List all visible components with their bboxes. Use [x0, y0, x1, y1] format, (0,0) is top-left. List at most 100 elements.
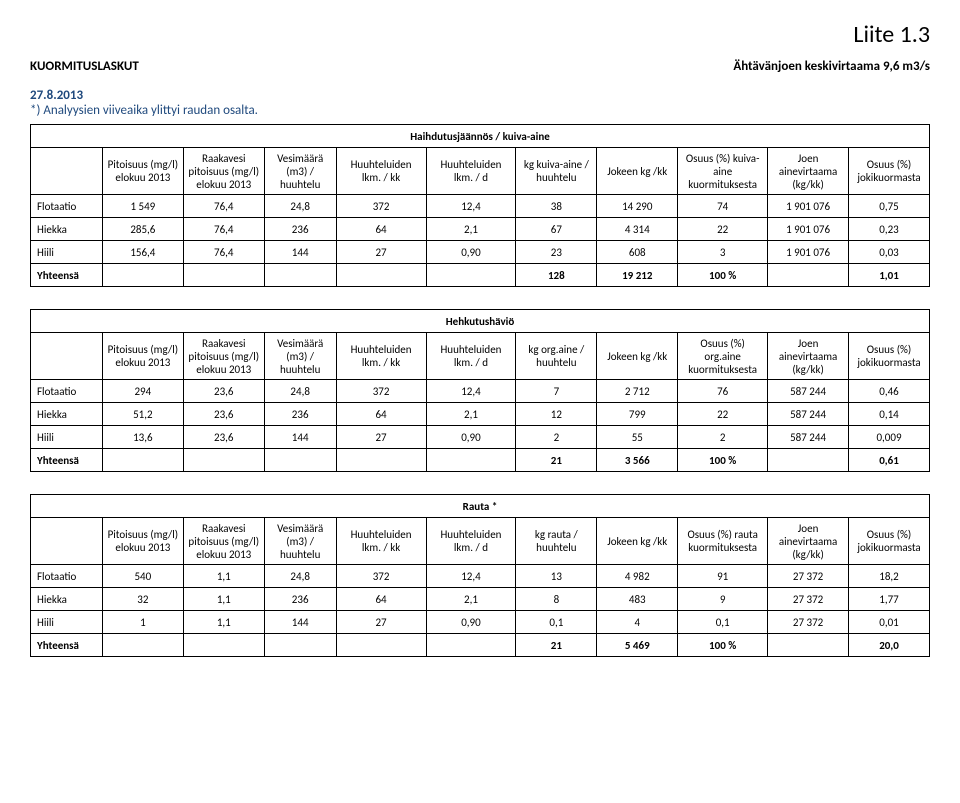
sum-cell: 100 % [678, 449, 768, 472]
cell: 0,03 [849, 241, 930, 264]
cell: 91 [678, 565, 768, 588]
cell: 12,4 [426, 380, 516, 403]
column-header: kg kuiva-aine / huuhtelu [516, 148, 597, 195]
cell: 540 [102, 565, 183, 588]
tables-container: Haihdutusjäännös / kuiva-ainePitoisuus (… [30, 124, 930, 657]
cell: 55 [597, 426, 678, 449]
cell: 27 372 [768, 588, 849, 611]
sum-label: Yhteensä [31, 449, 103, 472]
sum-cell [336, 264, 426, 287]
column-header: Osuus (%) rauta kuormituksesta [678, 518, 768, 565]
cell: 24,8 [264, 380, 336, 403]
cell: 27 [336, 426, 426, 449]
column-header: Joen ainevirtaama (kg/kk) [768, 518, 849, 565]
row-label: Hiili [31, 426, 103, 449]
cell: 1 901 076 [768, 218, 849, 241]
column-header: Joen ainevirtaama (kg/kk) [768, 333, 849, 380]
column-header: Huuhteluiden lkm. / kk [336, 333, 426, 380]
cell: 2 [516, 426, 597, 449]
cell: 13 [516, 565, 597, 588]
sum-cell: 21 [516, 634, 597, 657]
cell: 608 [597, 241, 678, 264]
cell: 372 [336, 195, 426, 218]
column-header: kg org.aine / huuhtelu [516, 333, 597, 380]
cell: 1,1 [183, 611, 264, 634]
note-line: *) Analyysien viiveaika ylittyi raudan o… [30, 103, 930, 118]
cell: 4 982 [597, 565, 678, 588]
table-row: Flotaatio1 54976,424,837212,43814 290741… [31, 195, 930, 218]
column-header: Pitoisuus (mg/l) elokuu 2013 [102, 148, 183, 195]
column-header: Jokeen kg /kk [597, 518, 678, 565]
sum-cell [768, 449, 849, 472]
cell: 23,6 [183, 380, 264, 403]
title-right: Ähtävänjoen keskivirtaama 9,6 m3/s [733, 59, 930, 74]
sum-cell [183, 449, 264, 472]
cell: 0,1 [678, 611, 768, 634]
cell: 1,77 [849, 588, 930, 611]
data-table: HehkutushäviöPitoisuus (mg/l) elokuu 201… [30, 309, 930, 472]
sum-cell: 128 [516, 264, 597, 287]
attachment-number: Liite 1.3 [30, 20, 930, 49]
sum-cell [768, 634, 849, 657]
header-row: KUORMITUSLASKUT Ähtävänjoen keskivirtaam… [30, 59, 930, 74]
title-left: KUORMITUSLASKUT [30, 59, 139, 74]
cell: 13,6 [102, 426, 183, 449]
column-header: Huuhteluiden lkm. / d [426, 148, 516, 195]
sum-label: Yhteensä [31, 264, 103, 287]
column-header: Huuhteluiden lkm. / d [426, 518, 516, 565]
cell: 372 [336, 380, 426, 403]
sum-cell [183, 634, 264, 657]
cell: 76 [678, 380, 768, 403]
cell: 587 244 [768, 380, 849, 403]
cell: 76,4 [183, 241, 264, 264]
cell: 12 [516, 403, 597, 426]
cell: 76,4 [183, 195, 264, 218]
data-table: Haihdutusjäännös / kuiva-ainePitoisuus (… [30, 124, 930, 287]
table-row: Hiekka285,676,4236642,1674 314221 901 07… [31, 218, 930, 241]
cell: 799 [597, 403, 678, 426]
page: Liite 1.3 KUORMITUSLASKUT Ähtävänjoen ke… [0, 0, 960, 719]
cell: 587 244 [768, 426, 849, 449]
cell: 236 [264, 403, 336, 426]
sum-cell [426, 634, 516, 657]
cell: 0,1 [516, 611, 597, 634]
cell: 7 [516, 380, 597, 403]
sum-cell: 21 [516, 449, 597, 472]
cell: 23 [516, 241, 597, 264]
cell: 32 [102, 588, 183, 611]
cell: 23,6 [183, 426, 264, 449]
row-label: Flotaatio [31, 380, 103, 403]
sum-row: Yhteensä215 469100 %20,0 [31, 634, 930, 657]
sum-cell [264, 264, 336, 287]
cell: 3 [678, 241, 768, 264]
column-header: Vesimäärä (m3) / huuhtelu [264, 333, 336, 380]
cell: 0,23 [849, 218, 930, 241]
cell: 2 [678, 426, 768, 449]
row-label: Hiekka [31, 403, 103, 426]
cell: 0,46 [849, 380, 930, 403]
sum-cell [102, 634, 183, 657]
cell: 9 [678, 588, 768, 611]
cell: 1 [102, 611, 183, 634]
cell: 0,90 [426, 241, 516, 264]
cell: 372 [336, 565, 426, 588]
cell: 236 [264, 218, 336, 241]
column-header: Jokeen kg /kk [597, 148, 678, 195]
column-header: Raakavesi pitoisuus (mg/l) elokuu 2013 [183, 333, 264, 380]
cell: 74 [678, 195, 768, 218]
sum-cell: 5 469 [597, 634, 678, 657]
row-label: Hiekka [31, 588, 103, 611]
table-row: Hiili11,1144270,900,140,127 3720,01 [31, 611, 930, 634]
column-header: Osuus (%) jokikuormasta [849, 518, 930, 565]
cell: 144 [264, 241, 336, 264]
column-header: Huuhteluiden lkm. / kk [336, 148, 426, 195]
cell: 294 [102, 380, 183, 403]
column-header: Huuhteluiden lkm. / d [426, 333, 516, 380]
cell: 2,1 [426, 218, 516, 241]
cell: 22 [678, 403, 768, 426]
column-header: Raakavesi pitoisuus (mg/l) elokuu 2013 [183, 518, 264, 565]
column-header: Huuhteluiden lkm. / kk [336, 518, 426, 565]
column-header: Osuus (%) kuiva-aine kuormituksesta [678, 148, 768, 195]
section-title: Hehkutushäviö [31, 310, 930, 333]
cell: 64 [336, 403, 426, 426]
